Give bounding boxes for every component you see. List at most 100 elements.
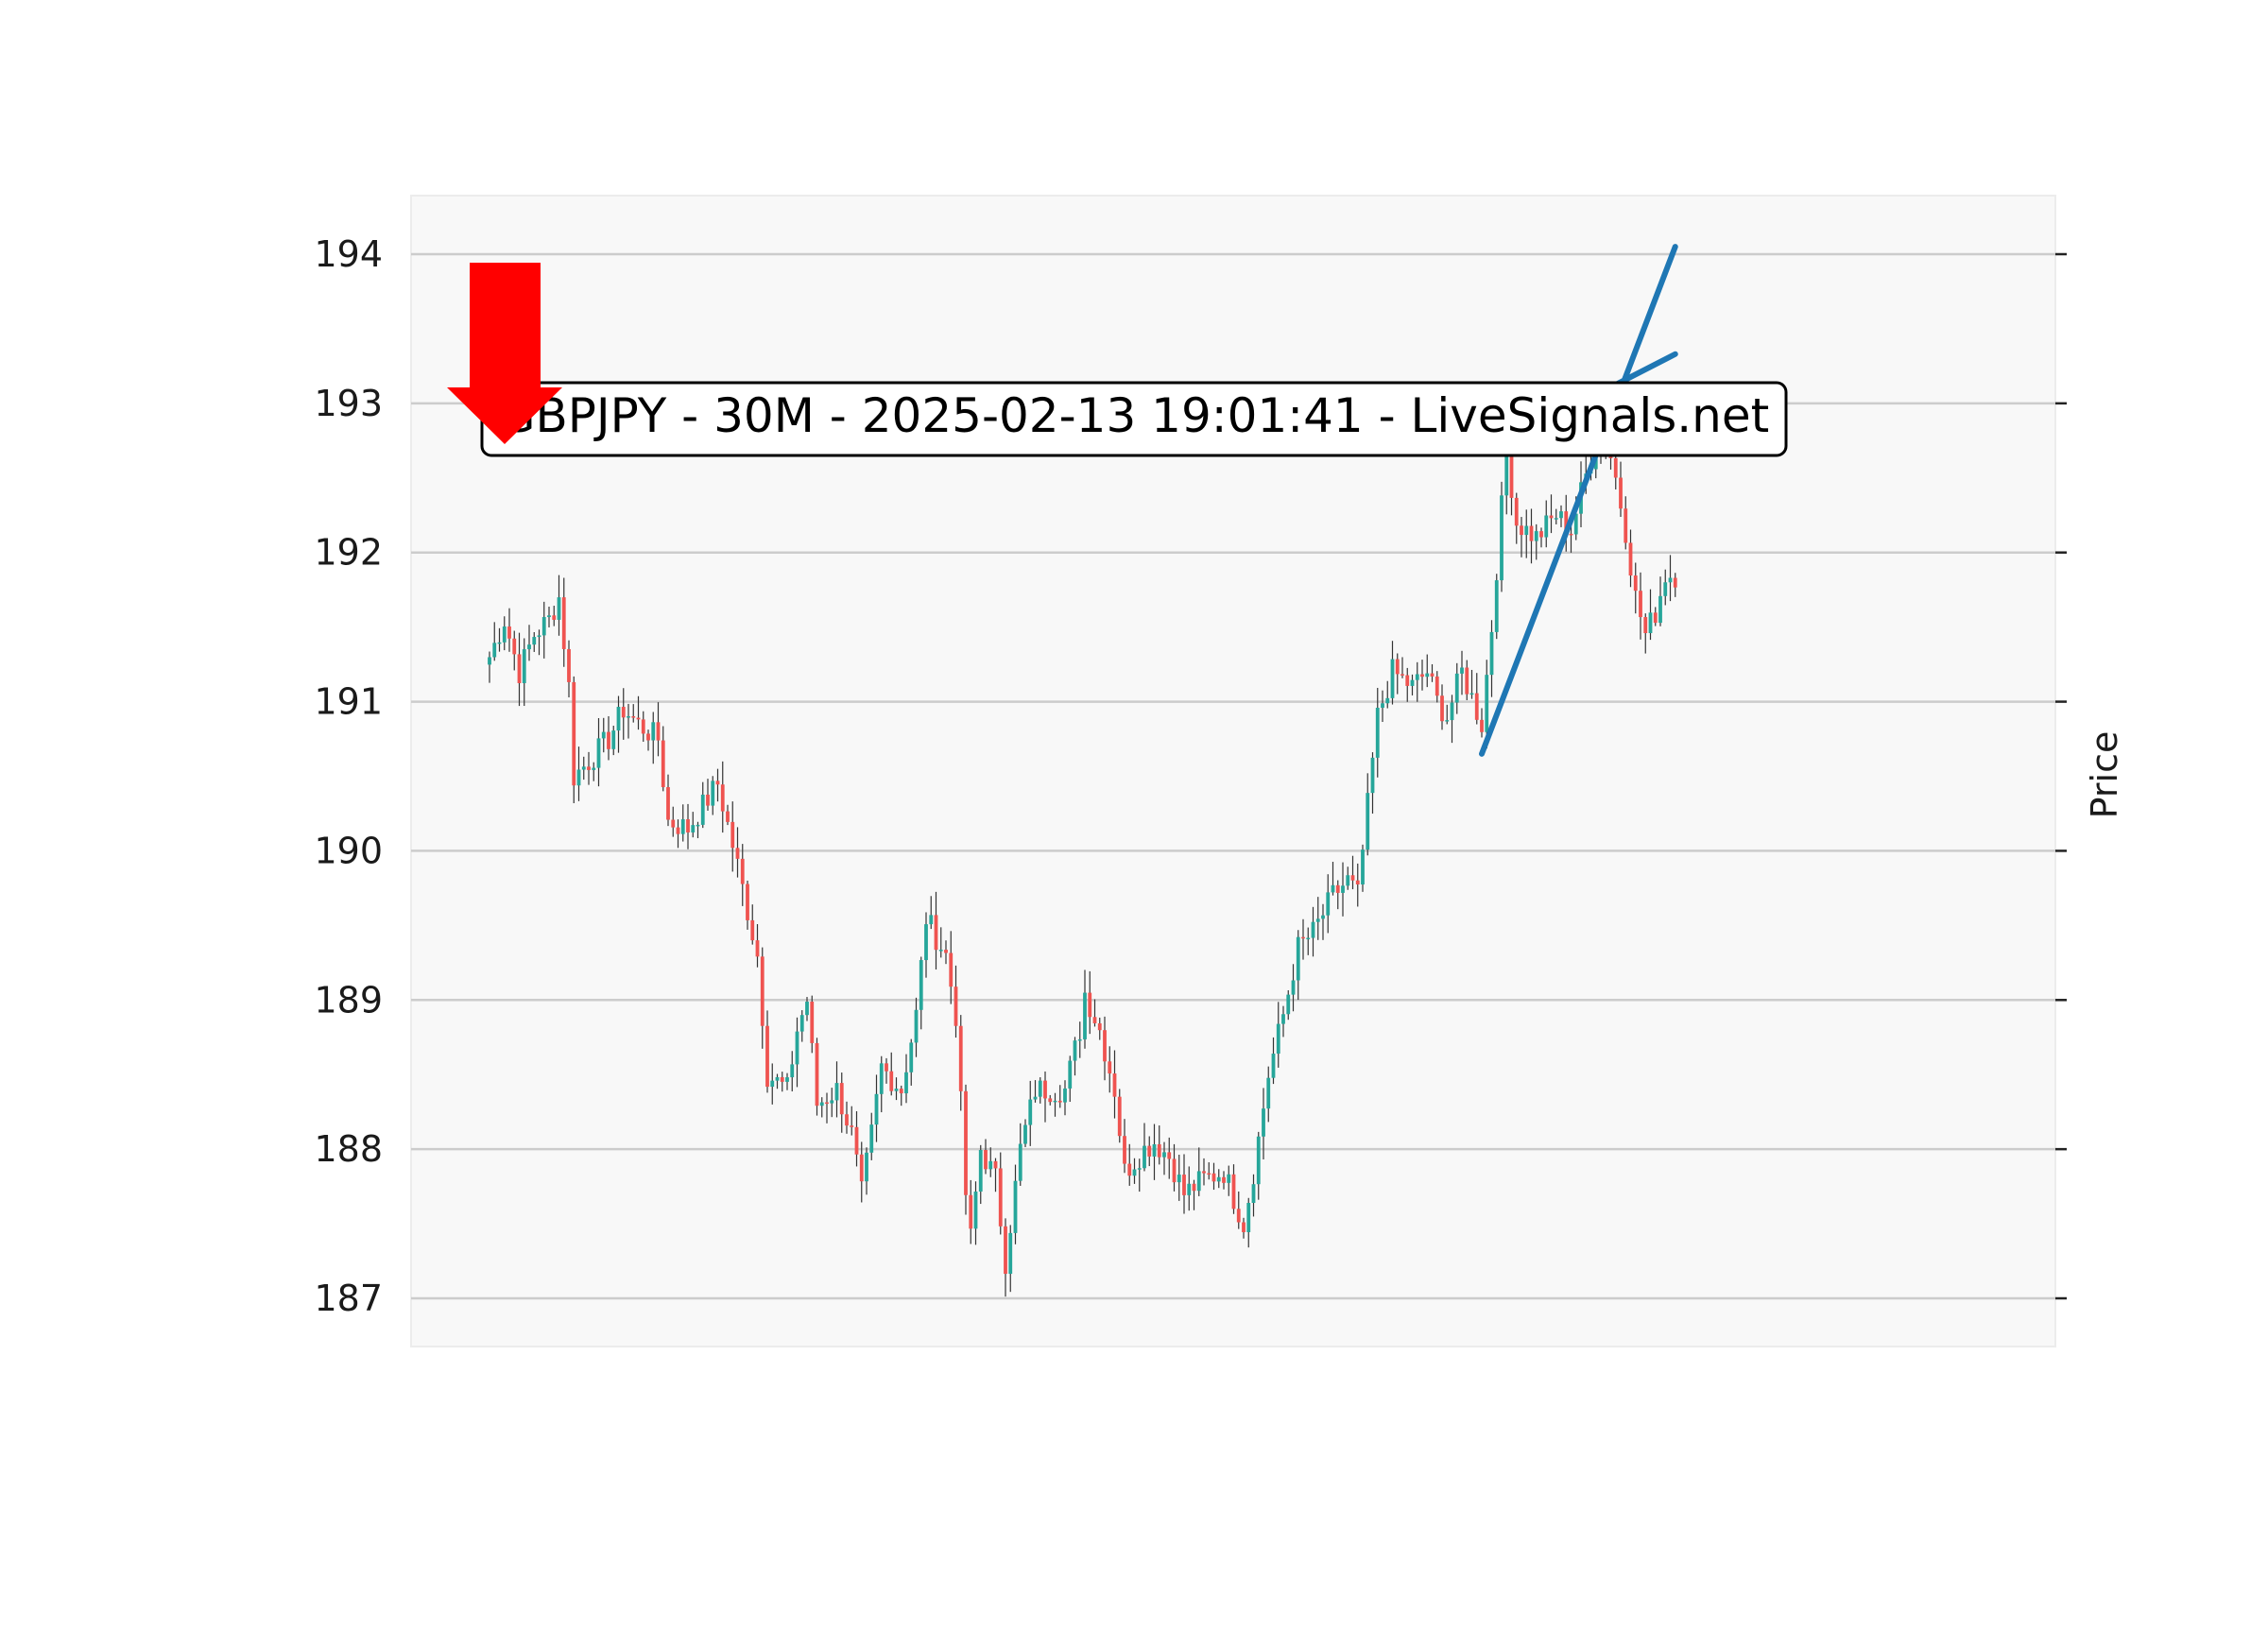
candle-up [1494,580,1499,632]
candle-down [656,722,661,741]
candle-up [1216,1176,1221,1182]
candle-up [879,1063,884,1094]
candle-down [850,1125,854,1127]
candle-down [780,1076,784,1082]
candle-up [547,615,551,618]
candle-up [1559,511,1563,519]
candle-up [1658,595,1662,624]
candle-down [715,781,720,785]
candle-down [661,740,665,788]
candle-up [627,716,630,718]
candle-up [1281,1014,1285,1024]
candle-down [730,821,735,849]
candle-down [1157,1143,1161,1158]
candle-up [1375,707,1380,758]
candle-down [1520,525,1523,536]
y-tick-label: 188 [314,1128,383,1170]
candle-down [1673,577,1677,588]
candle-down [641,719,645,734]
candle-down [1301,936,1305,939]
candle-down [1405,675,1410,686]
candle-down [517,654,522,683]
candle-down [646,733,650,741]
candle-down [1624,508,1628,543]
candle-up [894,1089,899,1091]
candle-down [964,1090,968,1195]
candle-down [1167,1152,1172,1159]
candle-down [587,766,591,770]
y-axis-label: Price [2084,731,2125,819]
candle-up [1326,892,1331,916]
candle-down [1539,531,1543,538]
candle-up [973,1192,978,1229]
candle-up [1445,720,1450,722]
candle-up [1177,1175,1181,1183]
candle-up [1668,577,1673,583]
candle-up [611,730,616,749]
candle-down [1207,1173,1211,1175]
candle-down [1549,515,1554,519]
candle-up [541,617,546,636]
candle-up [601,731,606,739]
candle-up [1256,1136,1261,1185]
candle-up [988,1160,993,1170]
candle-up [1485,675,1489,732]
candle-down [845,1114,849,1126]
candle-down [1004,1226,1007,1275]
candle-down [1430,673,1435,677]
candle-down [1147,1145,1152,1157]
candle-up [1341,885,1345,893]
candle-up [1321,915,1325,919]
candle-up [1013,1180,1018,1233]
candle-up [1196,1171,1201,1192]
candle-up [1489,631,1494,676]
candle-down [765,1025,769,1088]
candle-up [1162,1152,1166,1158]
candle-down [1639,591,1642,618]
candle-up [978,1150,983,1192]
candle-up [1073,1040,1077,1061]
candle-down [1628,542,1633,576]
candle-up [904,1072,908,1094]
candle-down [1048,1098,1053,1103]
candle-up [1063,1088,1067,1103]
candle-up [919,960,923,1010]
candle-down [561,597,566,649]
candle-down [567,648,571,682]
candle-up [929,915,934,925]
candle-up [785,1077,789,1082]
candle-down [740,858,745,884]
candle-down [810,1002,815,1043]
candle-down [676,827,680,834]
candle-down [706,794,710,806]
candle-up [651,722,656,741]
y-tick-label: 187 [314,1278,383,1319]
candle-up [581,766,586,770]
candle-up [700,794,705,825]
candle-down [1619,477,1623,509]
candle-down [572,681,576,786]
candle-down [671,819,676,828]
candle-down [1335,884,1340,893]
candle-up [527,644,531,650]
candle-up [1346,875,1350,886]
candle-down [1231,1174,1236,1210]
candle-up [805,1002,809,1016]
candle-down [839,1083,844,1115]
candle-up [537,635,541,638]
candle-up [488,657,491,665]
candle-up [1143,1145,1146,1169]
candle-up [1370,757,1375,794]
candle-down [1569,533,1573,536]
candle-up [592,767,596,770]
candle-down [760,956,765,1026]
candle-up [1381,703,1384,708]
candle-up [1648,612,1653,634]
candle-down [1633,575,1638,592]
y-tick-label: 193 [314,383,383,424]
candle-down [720,784,725,812]
candle-down [750,919,755,941]
candle-down [1211,1173,1216,1182]
candle-down [1108,1061,1112,1074]
candle-up [1187,1183,1192,1195]
